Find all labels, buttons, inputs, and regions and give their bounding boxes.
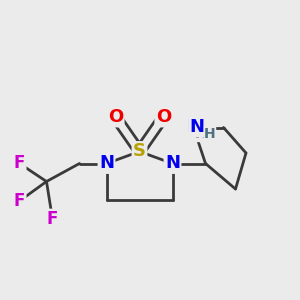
Text: N: N bbox=[186, 118, 201, 136]
Text: S: S bbox=[133, 142, 146, 160]
Text: F: F bbox=[14, 154, 25, 172]
Text: H: H bbox=[204, 127, 216, 140]
Text: N: N bbox=[99, 154, 114, 172]
Text: N: N bbox=[165, 154, 180, 172]
Text: O: O bbox=[108, 108, 123, 126]
Text: F: F bbox=[47, 210, 58, 228]
Text: F: F bbox=[14, 192, 25, 210]
Text: N: N bbox=[189, 118, 204, 136]
Text: H: H bbox=[195, 127, 207, 141]
Text: O: O bbox=[156, 108, 171, 126]
